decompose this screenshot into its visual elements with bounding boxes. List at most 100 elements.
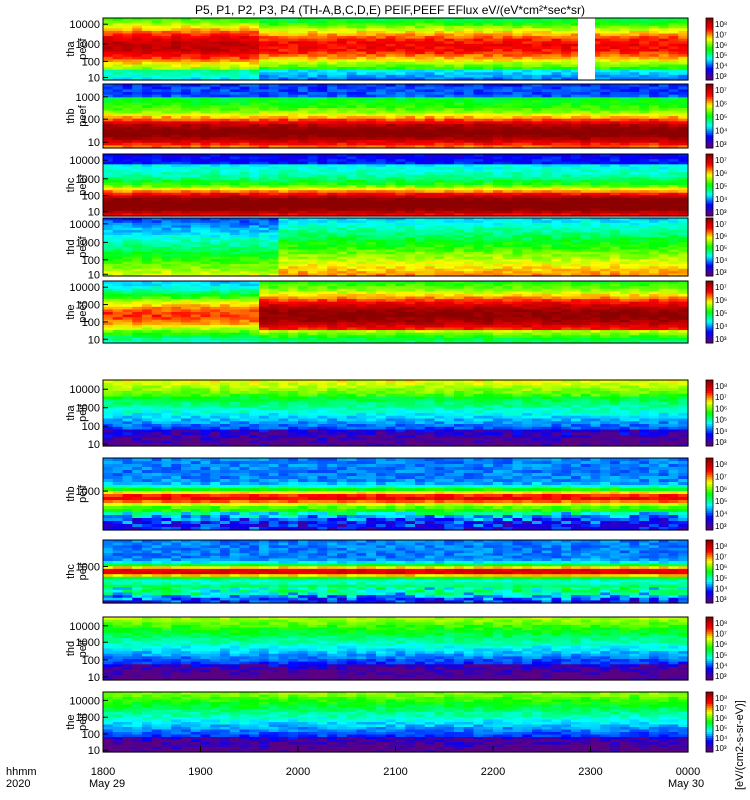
- heatmap-cell: [181, 72, 192, 76]
- heatmap-cell: [239, 20, 250, 24]
- colorbar-segment: [706, 101, 713, 104]
- heatmap-cell: [298, 54, 309, 58]
- heatmap-cell: [551, 84, 562, 88]
- heatmap-cell: [366, 132, 377, 136]
- heatmap-cell: [171, 30, 182, 35]
- heatmap-cell: [298, 61, 309, 66]
- heatmap-cell: [600, 113, 611, 117]
- heatmap-cell: [346, 61, 358, 66]
- heatmap-cell: [551, 121, 562, 125]
- heatmap-cell: [405, 28, 416, 32]
- heatmap-cell: [590, 49, 601, 53]
- heatmap-cell: [512, 100, 523, 104]
- heatmap-cell: [668, 134, 679, 138]
- heatmap-cell: [112, 20, 124, 24]
- heatmap-cell: [522, 20, 533, 24]
- heatmap-cell: [239, 72, 250, 76]
- heatmap-cell: [142, 84, 153, 88]
- heatmap-cell: [473, 41, 484, 45]
- heatmap-cell: [600, 142, 611, 146]
- heatmap-cell: [376, 92, 387, 96]
- heatmap-cell: [103, 100, 114, 104]
- heatmap-cell: [434, 72, 445, 76]
- heatmap-cell: [385, 105, 397, 109]
- heatmap-cell: [200, 94, 211, 98]
- heatmap-cell: [161, 41, 172, 45]
- heatmap-cell: [639, 25, 650, 29]
- heatmap-cell: [132, 142, 143, 146]
- heatmap-cell: [619, 61, 631, 66]
- heatmap-cell: [541, 142, 553, 146]
- heatmap-cell: [580, 134, 592, 138]
- heatmap-cell: [112, 177, 124, 181]
- heatmap-cell: [541, 77, 553, 81]
- heatmap-cell: [268, 97, 280, 101]
- heatmap-cell: [512, 64, 523, 68]
- heatmap-cell: [395, 118, 406, 122]
- heatmap-cell: [278, 121, 289, 125]
- heatmap-cell: [298, 140, 309, 144]
- heatmap-cell: [181, 118, 192, 122]
- colorbar-segment: [706, 116, 713, 119]
- heatmap-cell: [415, 43, 426, 48]
- heatmap-cell: [473, 126, 484, 130]
- heatmap-cell: [181, 56, 192, 60]
- heatmap-cell: [288, 124, 299, 128]
- heatmap-cell: [112, 121, 124, 125]
- heatmap-cell: [181, 97, 192, 101]
- heatmap-cell: [502, 100, 514, 104]
- heatmap-cell: [366, 54, 377, 58]
- heatmap-cell: [366, 64, 377, 68]
- heatmap-cell: [298, 51, 309, 55]
- heatmap-cell: [590, 54, 601, 58]
- heatmap-cell: [346, 134, 358, 138]
- heatmap-cell: [288, 116, 299, 120]
- heatmap-cell: [278, 110, 289, 114]
- heatmap-cell: [668, 56, 679, 60]
- heatmap-cell: [278, 38, 289, 42]
- heatmap-cell: [571, 113, 582, 117]
- heatmap-cell: [307, 20, 319, 24]
- heatmap-cell: [161, 102, 172, 106]
- heatmap-cell: [444, 77, 455, 81]
- heatmap-cell: [415, 49, 426, 53]
- heatmap-cell: [483, 69, 494, 73]
- heatmap-cell: [561, 25, 572, 29]
- heatmap-cell: [181, 54, 192, 58]
- heatmap-cell: [571, 43, 582, 48]
- heatmap-cell: [356, 121, 367, 125]
- heatmap-cell: [103, 86, 114, 90]
- heatmap-cell: [103, 54, 114, 58]
- heatmap-cell: [288, 41, 299, 45]
- heatmap-cell: [551, 118, 562, 122]
- heatmap-cell: [229, 105, 241, 109]
- heatmap-cell: [210, 94, 221, 98]
- colorbar-segment: [706, 141, 713, 145]
- heatmap-cell: [454, 94, 465, 98]
- heatmap-cell: [337, 33, 348, 37]
- heatmap-cell: [395, 43, 406, 48]
- heatmap-cell: [239, 64, 250, 68]
- heatmap-cell: [161, 92, 172, 96]
- heatmap-cell: [346, 59, 358, 63]
- heatmap-cell: [278, 72, 289, 76]
- heatmap-cell: [268, 69, 280, 73]
- heatmap-cell: [551, 77, 562, 81]
- heatmap-cell: [678, 116, 689, 120]
- heatmap-cell: [600, 67, 611, 71]
- heatmap-cell: [181, 64, 192, 68]
- heatmap-cell: [132, 36, 143, 40]
- heatmap-cell: [122, 121, 133, 125]
- heatmap-cell: [405, 20, 416, 24]
- heatmap-cell: [161, 100, 172, 104]
- heatmap-cell: [220, 126, 231, 130]
- heatmap-cell: [522, 89, 533, 93]
- heatmap-cell: [337, 28, 348, 32]
- heatmap-cell: [356, 67, 367, 71]
- heatmap-cell: [103, 94, 114, 98]
- heatmap-cell: [259, 94, 270, 98]
- heatmap-cell: [561, 61, 572, 66]
- heatmap-cell: [610, 43, 621, 48]
- heatmap-cell: [629, 97, 640, 101]
- heatmap-cell: [249, 25, 260, 29]
